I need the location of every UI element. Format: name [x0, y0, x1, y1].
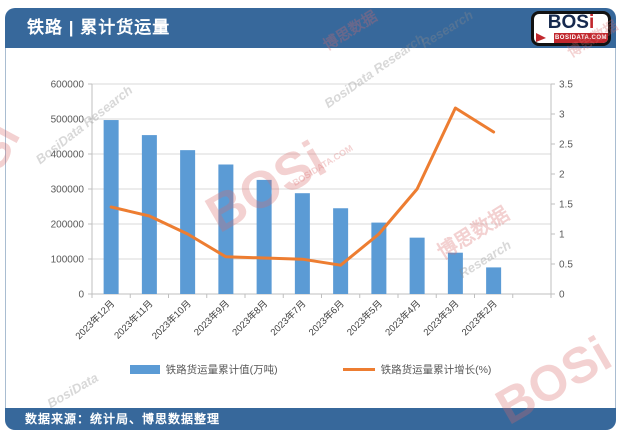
x-axis-label: 2023年10月 [149, 298, 193, 342]
left-axis-label: 0 [78, 290, 84, 301]
bosi-logo-domain: BOSIDATA.COM [554, 33, 608, 43]
x-axis-label: 2023年11月 [112, 298, 156, 342]
chart-area: 0 100000 200000 300000 400000 500000 600000 0 0.… [5, 48, 616, 408]
x-axis-label: 2023年12月 [73, 298, 117, 342]
freight-volume-bar [294, 193, 310, 294]
left-axis-label: 300000 [51, 185, 85, 196]
bosi-logo-text: BOSi [547, 12, 595, 33]
freight-volume-bar [486, 267, 502, 294]
legend-item-line-series: 铁路货运量累计增长(%) [342, 362, 492, 377]
left-axis-label: 600000 [51, 80, 85, 91]
growth-rate-line [109, 106, 496, 267]
page-title: 铁路 | 累计货运量 [27, 18, 171, 37]
x-axis-label: 2023年2月 [459, 298, 500, 339]
report-card: 铁路 | 累计货运量 BOSi BOSIDATA.COM 0 100000 2000… [5, 8, 616, 430]
left-axis-label: 200000 [51, 220, 85, 231]
x-axis-label: 2023年3月 [421, 298, 462, 339]
right-axis-label: 2.5 [559, 140, 573, 151]
x-axis-label: 2023年8月 [230, 298, 271, 339]
line-series-label: 铁路货运量累计增长(%) [380, 364, 492, 376]
x-axis-label: 2023年4月 [383, 298, 424, 339]
data-source-text: 数据来源：统计局、博思数据整理 [25, 412, 221, 426]
logo-triangle-icon [536, 33, 546, 42]
freight-volume-bar [180, 150, 196, 294]
footer-bar: 数据来源：统计局、博思数据整理 [5, 408, 616, 430]
left-axis-label: 400000 [51, 150, 85, 161]
left-axis-label: 100000 [51, 255, 85, 266]
x-axis-label: 2023年5月 [344, 298, 385, 339]
header-bar: 铁路 | 累计货运量 BOSi BOSIDATA.COM [5, 8, 616, 48]
right-axis-label: 1.5 [559, 200, 573, 211]
bosi-logo: BOSi BOSIDATA.COM [531, 11, 611, 46]
freight-volume-bar [409, 237, 425, 294]
freight-volume-bar [256, 179, 272, 294]
right-axis-label: 3 [559, 110, 565, 121]
right-axis-label: 0 [559, 290, 565, 301]
left-axis-label: 500000 [51, 115, 85, 126]
x-axis-label: 2023年7月 [268, 298, 309, 339]
freight-volume-bar [218, 164, 234, 294]
right-axis-label: 3.5 [559, 80, 573, 91]
right-axis-label: 0.5 [559, 260, 573, 271]
freight-volume-bar [447, 252, 463, 294]
freight-volume-bar [333, 208, 349, 294]
chart-legend: 铁路货运量累计值(万吨) 铁路货运量累计增长(%) [6, 362, 615, 377]
x-axis-label: 2023年9月 [191, 298, 232, 339]
freight-volume-bar [371, 222, 387, 294]
line-series-swatch [342, 368, 375, 371]
bar-series-swatch [129, 365, 160, 374]
legend-item-bar-series: 铁路货运量累计值(万吨) [129, 362, 278, 377]
combo-chart: 0 100000 200000 300000 400000 500000 600000 0 0.… [51, 80, 574, 342]
x-axis-label: 2023年6月 [306, 298, 347, 339]
right-axis-label: 2 [559, 170, 565, 181]
right-axis-label: 1 [559, 230, 565, 241]
bar-series-label: 铁路货运量累计值(万吨) [165, 364, 278, 376]
